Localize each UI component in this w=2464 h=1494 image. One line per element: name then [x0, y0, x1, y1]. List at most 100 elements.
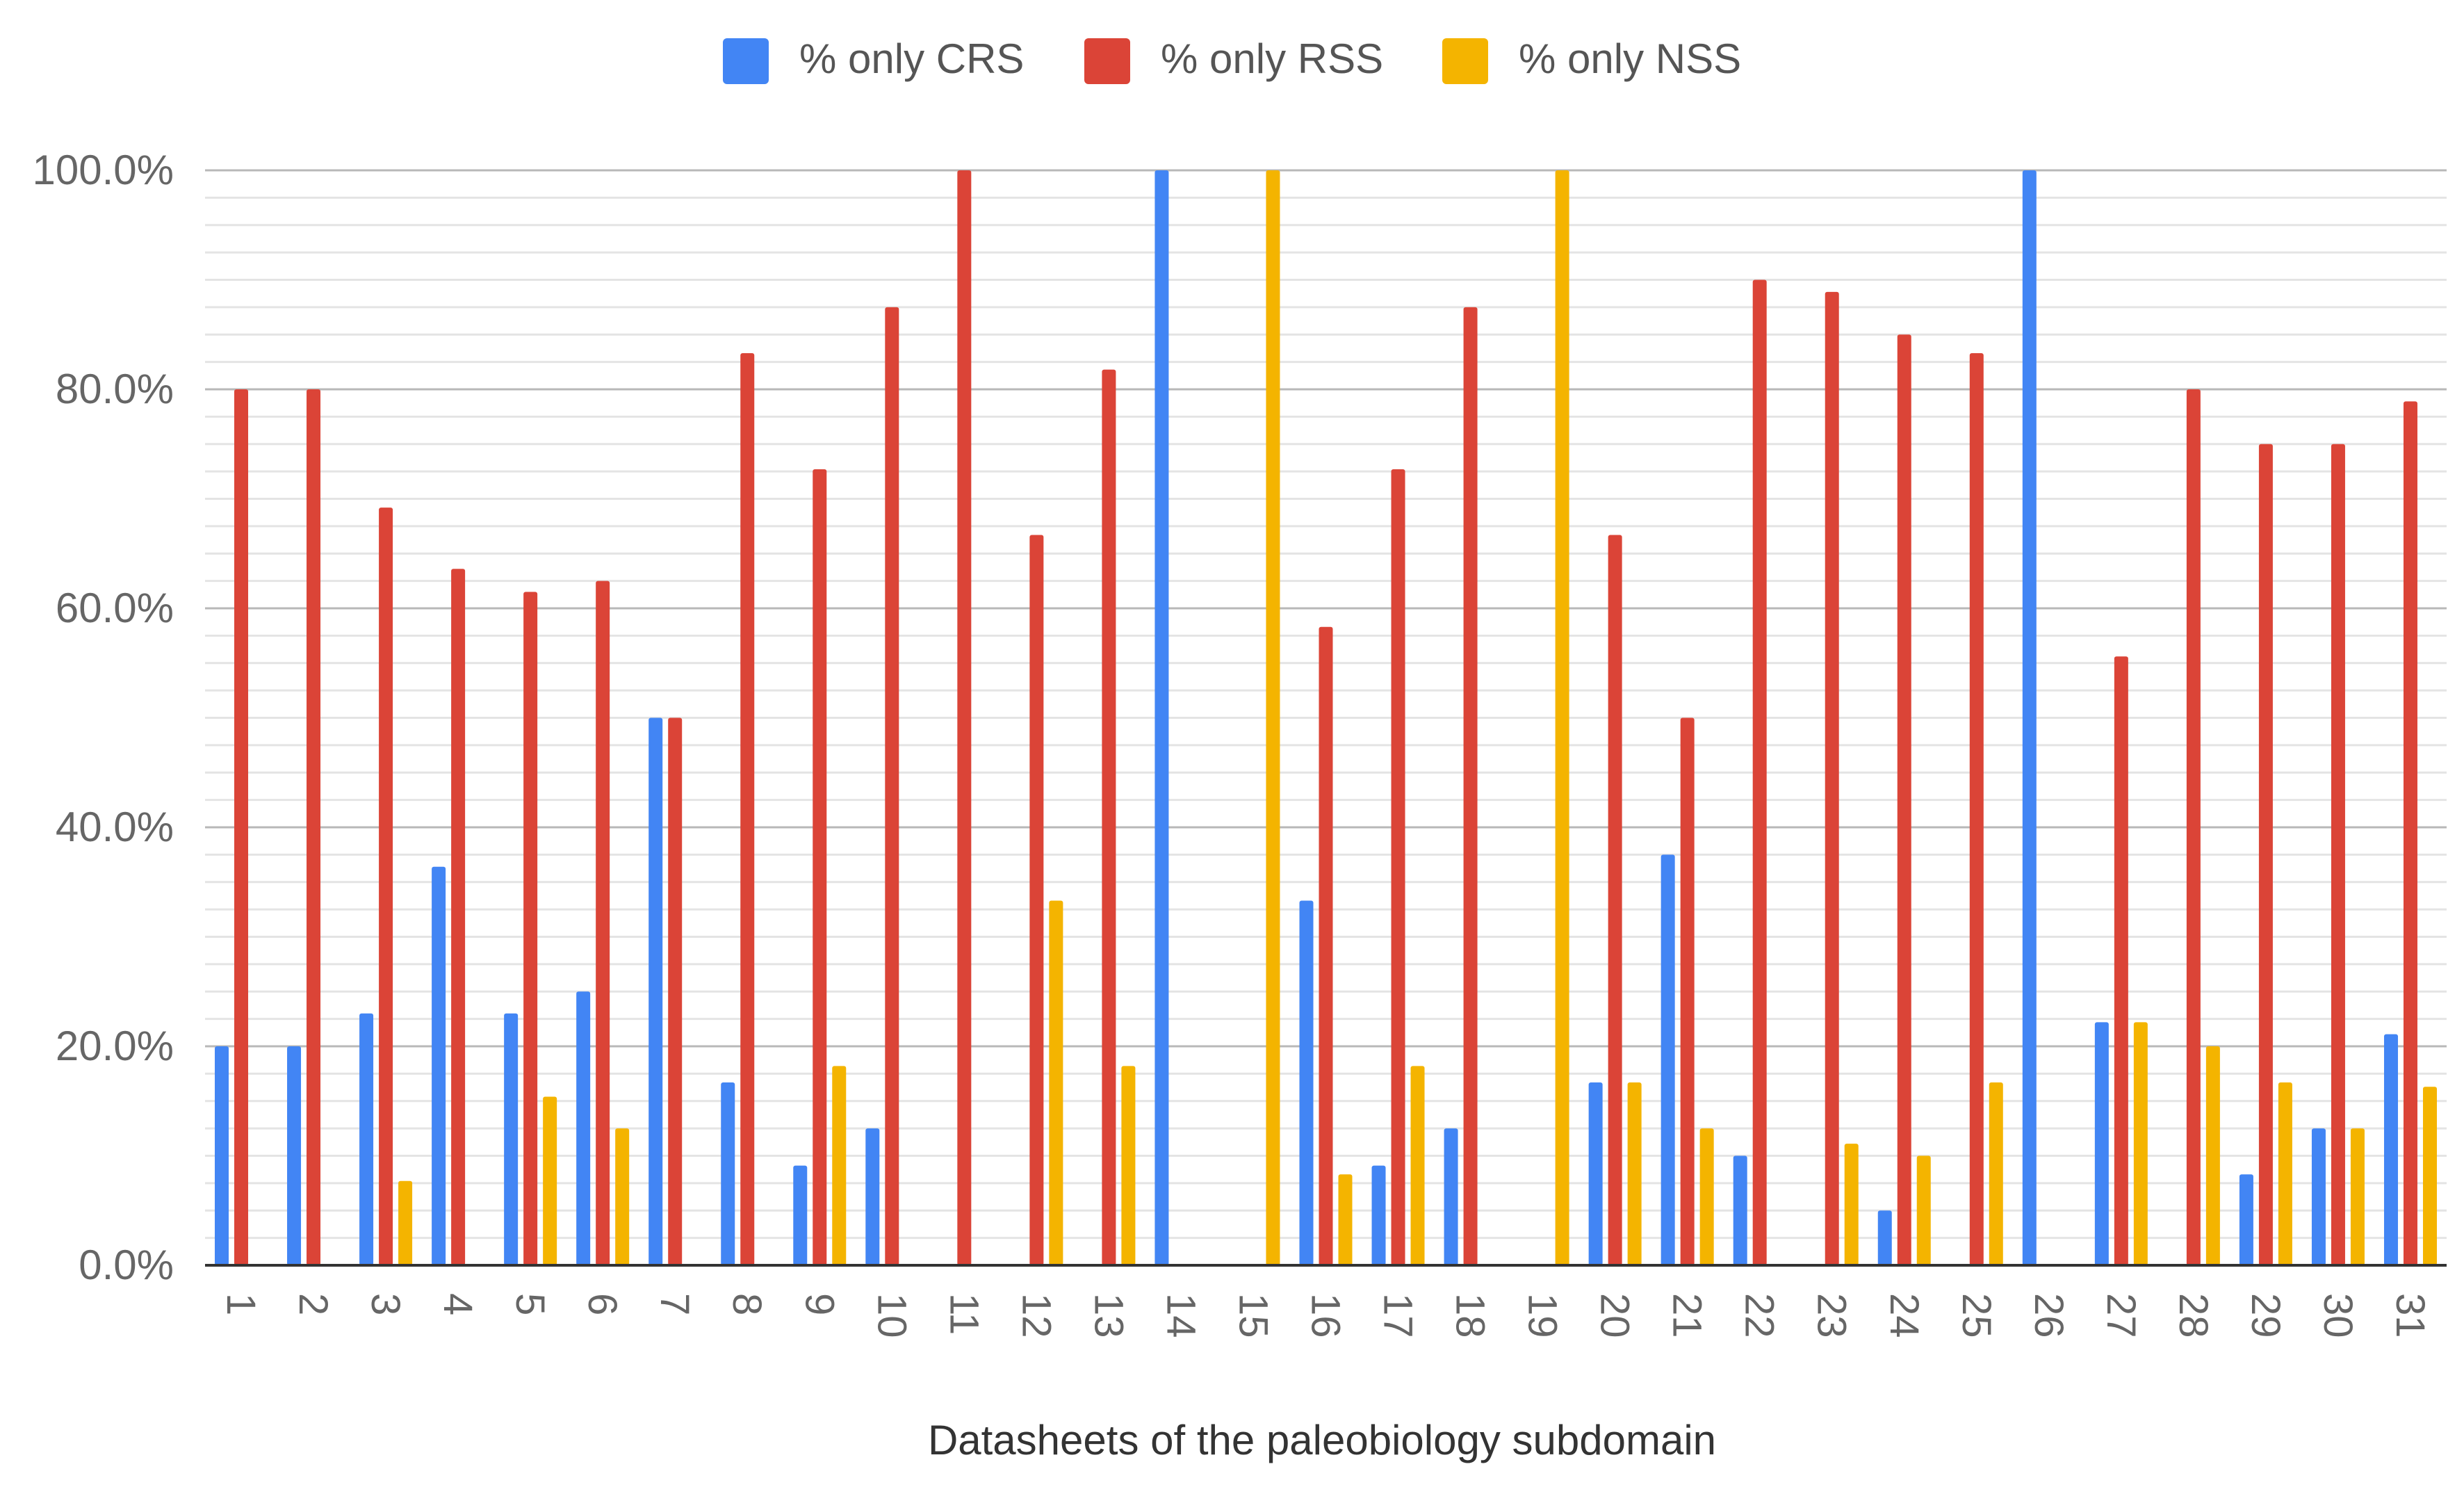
bar-nss-29 — [2278, 1082, 2292, 1265]
bar-rss-31 — [2403, 401, 2417, 1266]
legend-label-nss: % only NSS — [1519, 35, 1741, 82]
y-tick-label: 40.0% — [56, 804, 174, 850]
bar-rss-22 — [1752, 279, 1767, 1265]
bar-crs-22 — [1733, 1155, 1747, 1265]
bar-rss-25 — [1969, 353, 1984, 1265]
bar-crs-8 — [721, 1082, 735, 1265]
y-tick-label: 100.0% — [33, 147, 174, 193]
x-tick-label: 11 — [941, 1293, 986, 1335]
bar-crs-27 — [2094, 1022, 2109, 1265]
x-tick-label: 13 — [1086, 1293, 1131, 1338]
bar-rss-11 — [957, 170, 972, 1265]
legend-label-crs: % only CRS — [799, 35, 1024, 82]
y-tick-label: 20.0% — [56, 1023, 174, 1069]
bar-rss-9 — [813, 469, 827, 1265]
x-tick-label: 19 — [1520, 1293, 1565, 1338]
bar-crs-1 — [215, 1046, 229, 1265]
bar-crs-5 — [504, 1013, 519, 1265]
x-tick-label: 25 — [1954, 1293, 1999, 1338]
x-tick-label: 12 — [1013, 1293, 1059, 1338]
bar-crs-3 — [359, 1013, 374, 1265]
bar-rss-20 — [1608, 535, 1622, 1265]
bar-nss-30 — [2350, 1128, 2365, 1265]
legend-swatch-nss — [1442, 38, 1488, 84]
x-tick-label: 28 — [2171, 1293, 2216, 1338]
legend-swatch-rss — [1084, 38, 1130, 84]
bar-crs-30 — [2311, 1128, 2326, 1265]
legend-swatch-crs — [723, 38, 769, 84]
bar-nss-27 — [2133, 1022, 2148, 1265]
x-tick-label: 22 — [1737, 1293, 1782, 1338]
y-tick-label: 60.0% — [56, 585, 174, 631]
bar-nss-25 — [1989, 1082, 2003, 1265]
bar-rss-7 — [668, 717, 683, 1265]
x-tick-label: 30 — [2315, 1293, 2360, 1338]
bar-crs-26 — [2022, 170, 2037, 1265]
bar-crs-31 — [2383, 1034, 2398, 1265]
bar-rss-27 — [2114, 656, 2128, 1265]
bar-nss-13 — [1121, 1066, 1136, 1265]
bar-crs-14 — [1155, 170, 1169, 1265]
bar-rss-24 — [1897, 334, 1911, 1265]
bar-crs-9 — [793, 1165, 808, 1265]
bar-rss-12 — [1029, 535, 1044, 1265]
bar-rss-23 — [1825, 291, 1839, 1266]
x-axis-title: Datasheets of the paleobiology subdomain — [928, 1417, 1716, 1463]
x-tick-label: 5 — [507, 1293, 553, 1315]
bar-rss-29 — [2258, 444, 2273, 1265]
bar-rss-3 — [379, 508, 393, 1265]
bar-rss-28 — [2186, 389, 2201, 1265]
bar-rss-5 — [523, 592, 538, 1265]
bar-rss-21 — [1680, 717, 1695, 1265]
x-tick-label: 2 — [291, 1293, 336, 1315]
x-tick-label: 15 — [1230, 1293, 1275, 1338]
bar-rss-8 — [740, 353, 755, 1265]
bar-nss-21 — [1699, 1128, 1714, 1265]
x-tick-label: 23 — [1809, 1293, 1854, 1338]
x-tick-label: 20 — [1592, 1293, 1638, 1338]
bars: 1 2 3 4 5 6 7 8 9 10 11 12 13 14 15 16 17 18 19 20 21 22 23 24 2… — [215, 170, 2437, 1338]
bar-crs-4 — [432, 866, 446, 1265]
x-tick-label: 10 — [869, 1293, 914, 1338]
x-tick-label: 24 — [1882, 1293, 1927, 1338]
x-tick-label: 4 — [435, 1293, 480, 1315]
x-tick-label: 14 — [1158, 1293, 1203, 1338]
bar-nss-16 — [1338, 1174, 1353, 1265]
bar-nss-12 — [1049, 900, 1063, 1265]
x-tick-label: 3 — [363, 1293, 408, 1315]
bar-crs-10 — [865, 1128, 880, 1265]
bar-nss-6 — [615, 1128, 630, 1265]
bar-nss-31 — [2422, 1087, 2437, 1265]
x-tick-label: 29 — [2243, 1293, 2288, 1338]
legend: % only CRS % only RSS % only NSS — [723, 35, 1741, 84]
x-tick-label: 21 — [1665, 1293, 1710, 1338]
bar-rss-4 — [451, 569, 466, 1265]
bar-nss-9 — [832, 1066, 847, 1265]
bar-rss-10 — [885, 307, 899, 1265]
bar-crs-17 — [1371, 1165, 1386, 1265]
x-tick-label: 9 — [797, 1293, 842, 1315]
bar-crs-2 — [287, 1046, 302, 1265]
bar-crs-18 — [1444, 1128, 1458, 1265]
bar-crs-21 — [1661, 854, 1675, 1265]
x-tick-label: 7 — [652, 1293, 697, 1315]
x-tick-label: 8 — [724, 1293, 769, 1315]
bar-nss-17 — [1410, 1066, 1425, 1265]
bar-rss-6 — [596, 580, 610, 1265]
legend-label-rss: % only RSS — [1161, 35, 1383, 82]
bar-rss-1 — [234, 389, 249, 1265]
x-tick-label: 18 — [1448, 1293, 1493, 1338]
bar-nss-20 — [1627, 1082, 1642, 1265]
x-tick-label: 1 — [218, 1293, 263, 1315]
x-tick-label: 31 — [2388, 1293, 2433, 1338]
x-tick-label: 17 — [1376, 1293, 1421, 1338]
bar-rss-18 — [1463, 307, 1478, 1265]
bar-nss-28 — [2205, 1046, 2220, 1265]
bar-nss-24 — [1916, 1155, 1931, 1265]
bar-crs-6 — [576, 991, 591, 1265]
bar-nss-3 — [398, 1180, 413, 1265]
bar-rss-17 — [1391, 469, 1405, 1265]
gridlines: 0.0% 20.0% 40.0% 60.0% 80.0% 100.0% — [33, 147, 2447, 1288]
